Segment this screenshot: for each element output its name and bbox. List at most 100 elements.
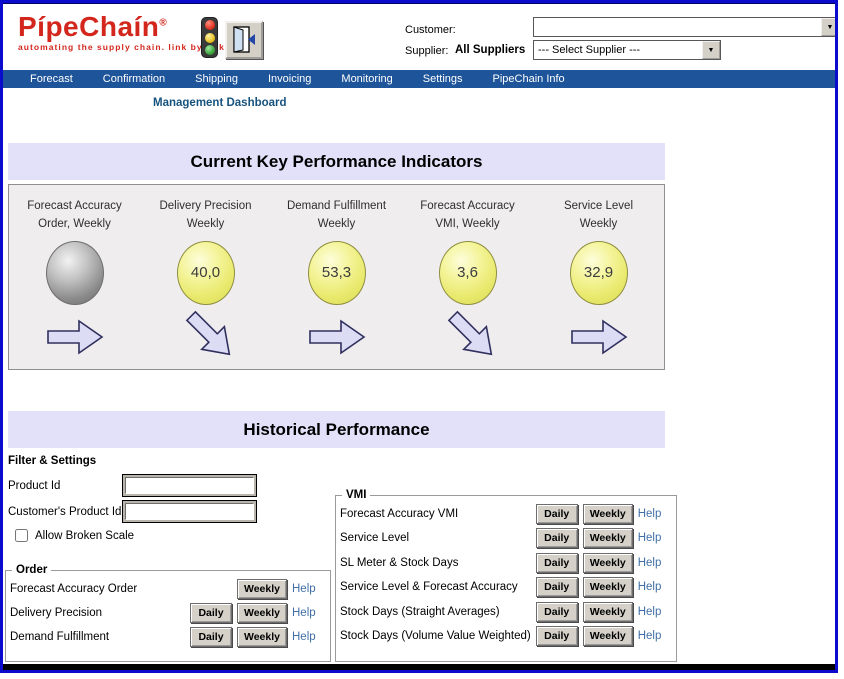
- help-link-service-level-forecast-accuracy[interactable]: Help: [637, 581, 662, 594]
- order-row-delivery-precision: Delivery Precision Daily Weekly Help: [10, 601, 324, 624]
- daily-button-service-level[interactable]: Daily: [535, 528, 578, 549]
- weekly-button-forecast-accuracy-vmi[interactable]: Weekly: [582, 503, 633, 524]
- allow-broken-scale-label: Allow Broken Scale: [35, 529, 135, 542]
- kpi-label: Forecast Accuracy VMI, Weekly: [420, 200, 515, 230]
- vmi-group-body: Forecast Accuracy VMI Daily Weekly Help Serv…: [336, 501, 676, 651]
- filter-settings-heading: Filter & Settings: [8, 455, 97, 467]
- weekly-button-demand-fulfillment[interactable]: Weekly: [237, 626, 287, 647]
- product-id-label: Product Id: [8, 480, 61, 492]
- vmi-row-service-level: Service Level Daily Weekly Help: [340, 527, 670, 550]
- metric-label: Demand Fulfillment: [10, 630, 110, 643]
- metric-label: Stock Days (Volume Value Weighted): [340, 630, 531, 643]
- traffic-green-light: [204, 44, 215, 55]
- vmi-row-forecast-accuracy-vmi: Forecast Accuracy VMI Daily Weekly Help: [340, 502, 670, 525]
- metric-label: Stock Days (Straight Averages): [340, 605, 500, 618]
- metric-label: Delivery Precision: [10, 606, 103, 619]
- traffic-yellow-light: [204, 32, 215, 43]
- nav-bar: Forecast Confirmation Shipping Invoicing Mon…: [3, 70, 835, 88]
- nav-item-shipping[interactable]: Shipping: [195, 73, 238, 85]
- kpi-label: Forecast Accuracy Order, Weekly: [27, 200, 122, 230]
- metric-label: SL Meter & Stock Days: [340, 556, 459, 569]
- weekly-button-service-level[interactable]: Weekly: [582, 528, 633, 549]
- help-link-forecast-accuracy-vmi[interactable]: Help: [637, 507, 662, 520]
- weekly-button-sl-meter-stock-days[interactable]: Weekly: [582, 552, 633, 573]
- daily-button-stock-days-straight-averages[interactable]: Daily: [535, 601, 578, 622]
- daily-button-forecast-accuracy-vmi[interactable]: Daily: [535, 503, 578, 524]
- logout-door-button[interactable]: [225, 21, 263, 59]
- product-id-input[interactable]: [125, 477, 254, 494]
- nav-item-pipechain-info[interactable]: PipeChain Info: [492, 73, 565, 85]
- kpi-card-forecast-accuracy-order-weekly: Forecast Accuracy Order, Weekly: [9, 185, 140, 369]
- kpi-indicator-yellow: 53,3: [307, 240, 366, 305]
- help-link-forecast-accuracy-order[interactable]: Help: [292, 582, 316, 595]
- allow-broken-scale-checkbox[interactable]: [15, 529, 28, 542]
- exit-door-icon: [233, 26, 255, 53]
- daily-button-stock-days-volume-value-weighted[interactable]: Daily: [535, 626, 578, 647]
- kpi-indicator-gray: [45, 240, 104, 305]
- trend-arrow-down-right-icon: [436, 301, 505, 370]
- daily-button-sl-meter-stock-days[interactable]: Daily: [535, 552, 578, 573]
- vmi-row-service-level-forecast-accuracy: Service Level & Forecast Accuracy Daily We…: [340, 576, 670, 599]
- weekly-button-forecast-accuracy-order[interactable]: Weekly: [237, 578, 287, 599]
- logo-text: PípeChaín®: [18, 13, 225, 41]
- order-group: Order Forecast Accuracy Order Weekly Help D…: [5, 564, 331, 662]
- kpi-indicator-yellow: 40,0: [176, 240, 235, 305]
- all-suppliers-text: All Suppliers: [455, 44, 526, 56]
- metric-label: Forecast Accuracy VMI: [340, 507, 459, 520]
- trend-arrow-right-icon: [570, 318, 628, 358]
- customer-label: Customer:: [405, 24, 456, 36]
- help-link-sl-meter-stock-days[interactable]: Help: [637, 556, 662, 569]
- weekly-button-stock-days-straight-averages[interactable]: Weekly: [582, 601, 633, 622]
- kpi-label: Delivery Precision Weekly: [159, 200, 252, 230]
- kpi-card-service-level-weekly: Service Level Weekly 32,9: [533, 185, 664, 369]
- order-row-demand-fulfillment: Demand Fulfillment Daily Weekly Help: [10, 625, 324, 648]
- management-dashboard-link[interactable]: Management Dashboard: [153, 97, 287, 109]
- kpi-label: Service Level Weekly: [563, 200, 634, 230]
- daily-button-delivery-precision[interactable]: Daily: [190, 602, 232, 623]
- help-link-demand-fulfillment[interactable]: Help: [292, 630, 316, 643]
- customers-product-id-label: Customer's Product Id: [8, 506, 122, 518]
- metric-label: Service Level & Forecast Accuracy: [340, 581, 518, 594]
- historical-section-title: Historical Performance: [8, 411, 665, 448]
- nav-item-invoicing[interactable]: Invoicing: [267, 73, 312, 85]
- kpi-panel: Forecast Accuracy Order, Weekly Delivery P…: [8, 184, 665, 370]
- supplier-label: Supplier:: [405, 45, 449, 57]
- kpi-section-title: Current Key Performance Indicators: [8, 143, 665, 180]
- weekly-button-service-level-forecast-accuracy[interactable]: Weekly: [582, 577, 633, 598]
- top-divider: [3, 3, 835, 4]
- help-link-delivery-precision[interactable]: Help: [292, 606, 316, 619]
- help-link-stock-days-volume-value-weighted[interactable]: Help: [637, 630, 662, 643]
- trend-arrow-down-right-icon: [174, 301, 243, 370]
- logo-brand: PípeChaín: [18, 11, 160, 42]
- help-link-stock-days-straight-averages[interactable]: Help: [637, 605, 662, 618]
- daily-button-service-level-forecast-accuracy[interactable]: Daily: [535, 577, 578, 598]
- customers-product-id-input-frame: [122, 500, 257, 523]
- customers-product-id-input[interactable]: [125, 503, 254, 520]
- logo-tagline: automating the supply chain. link by lin…: [18, 42, 225, 52]
- allow-broken-scale-row[interactable]: Allow Broken Scale: [15, 529, 134, 542]
- customer-combobox[interactable]: ▼: [533, 17, 835, 37]
- nav-item-forecast[interactable]: Forecast: [30, 73, 73, 85]
- vmi-group: VMI Forecast Accuracy VMI Daily Weekly Help…: [335, 489, 677, 662]
- kpi-indicator-yellow: 3,6: [438, 240, 497, 305]
- weekly-button-delivery-precision[interactable]: Weekly: [237, 602, 287, 623]
- chevron-down-icon[interactable]: ▼: [702, 41, 720, 59]
- chevron-down-icon[interactable]: ▼: [821, 18, 835, 36]
- nav-item-confirmation[interactable]: Confirmation: [102, 73, 166, 85]
- nav-item-settings[interactable]: Settings: [422, 73, 463, 85]
- trend-arrow-right-icon: [46, 318, 104, 358]
- vmi-group-legend: VMI: [346, 489, 367, 501]
- supplier-combobox[interactable]: --- Select Supplier --- ▼: [533, 40, 721, 60]
- help-link-service-level[interactable]: Help: [637, 532, 662, 545]
- kpi-card-delivery-precision-weekly: Delivery Precision Weekly 40,0: [140, 185, 271, 369]
- kpi-label: Demand Fulfillment Weekly: [286, 200, 387, 230]
- order-group-body: Forecast Accuracy Order Weekly Help Deliver…: [6, 576, 330, 651]
- nav-item-monitoring[interactable]: Monitoring: [341, 73, 393, 85]
- weekly-button-stock-days-volume-value-weighted[interactable]: Weekly: [582, 626, 633, 647]
- trend-arrow-right-icon: [308, 318, 366, 358]
- order-row-forecast-accuracy-order: Forecast Accuracy Order Weekly Help: [10, 577, 324, 600]
- daily-button-demand-fulfillment[interactable]: Daily: [190, 626, 232, 647]
- customer-combobox-value: [534, 18, 821, 36]
- pipechain-logo: PípeChaín® automating the supply chain. …: [18, 13, 225, 53]
